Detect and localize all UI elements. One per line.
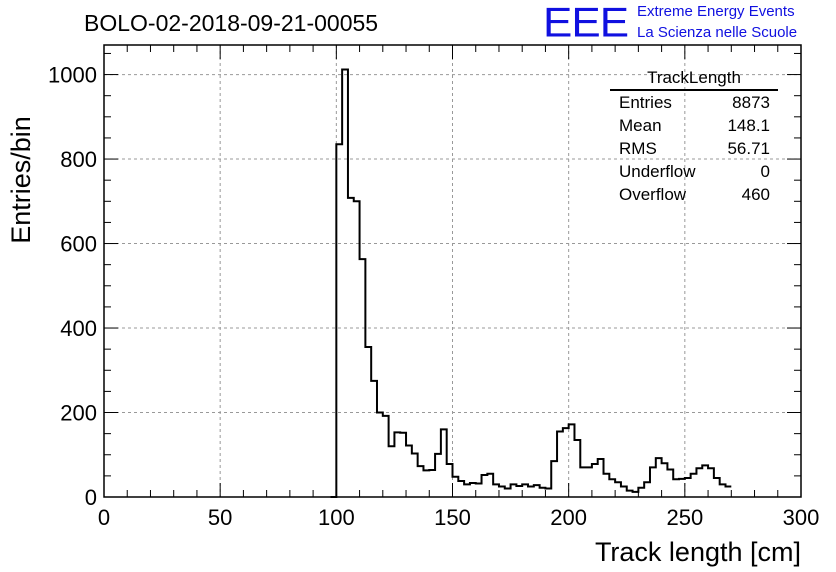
y-tick-label: 0 xyxy=(85,485,97,510)
run-title: BOLO-02-2018-09-21-00055 xyxy=(84,10,379,36)
stats-value: 56.71 xyxy=(727,139,770,158)
stats-value: 8873 xyxy=(732,93,770,112)
x-tick-label: 200 xyxy=(550,505,587,530)
stats-row-overflow: Overflow 460 xyxy=(610,183,778,206)
stats-row-underflow: Underflow 0 xyxy=(610,160,778,183)
stats-label: Entries xyxy=(619,93,672,112)
stats-row-mean: Mean 148.1 xyxy=(610,114,778,137)
y-tick-label: 200 xyxy=(60,401,97,426)
grid-lines xyxy=(104,45,801,497)
y-tick-label: 1000 xyxy=(48,63,97,88)
logo-subtitle-2: La Scienza nelle Scuole xyxy=(637,24,798,41)
stats-row-rms: RMS 56.71 xyxy=(610,137,778,160)
axis-ticks xyxy=(103,45,802,498)
stats-row-entries: Entries 8873 xyxy=(610,91,778,114)
x-tick-label: 50 xyxy=(208,505,232,530)
stats-title: TrackLength xyxy=(610,67,778,91)
stats-label: RMS xyxy=(619,139,657,158)
stats-label: Underflow xyxy=(619,162,696,181)
logo-subtitle-1: Extreme Energy Events xyxy=(637,3,795,20)
stats-value: 460 xyxy=(741,185,770,204)
x-tick-label: 150 xyxy=(434,505,471,530)
stats-value: 0 xyxy=(760,162,770,181)
y-tick-label: 800 xyxy=(60,147,97,172)
tick-labels: 0 50 100 150 200 250 300 0 200 400 600 800 1000 xyxy=(48,63,819,530)
x-tick-label: 250 xyxy=(666,505,703,530)
histogram-series xyxy=(330,68,732,498)
y-tick-label: 600 xyxy=(60,232,97,257)
stats-box: TrackLength Entries 8873 Mean 148.1 RMS … xyxy=(610,67,778,206)
x-tick-label: 0 xyxy=(98,505,110,530)
y-axis-label: Entries/bin xyxy=(6,116,36,244)
x-axis-label: Track length [cm] xyxy=(595,537,801,567)
stats-label: Overflow xyxy=(619,185,687,204)
stats-value: 148.1 xyxy=(727,116,770,135)
x-tick-label: 100 xyxy=(318,505,355,530)
y-tick-label: 400 xyxy=(60,316,97,341)
x-tick-label: 300 xyxy=(783,505,820,530)
eee-logo: EEE xyxy=(543,0,629,46)
stats-label: Mean xyxy=(619,116,662,135)
